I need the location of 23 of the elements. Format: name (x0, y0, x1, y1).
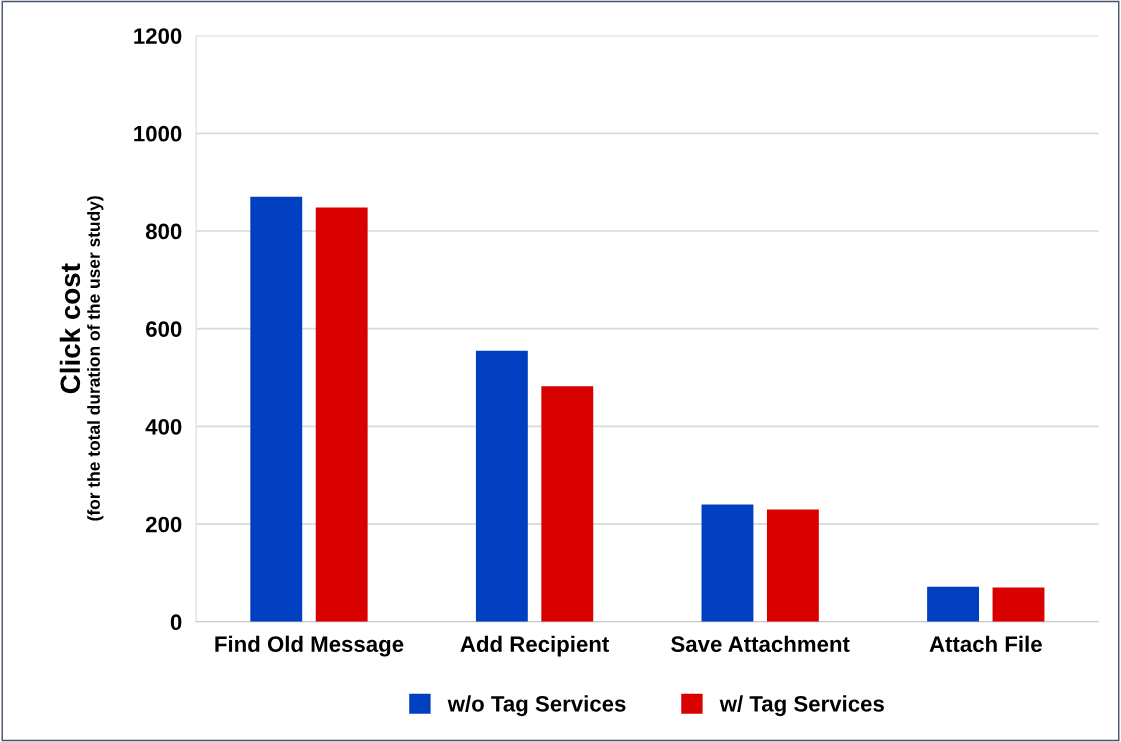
y-tick-label: 1000 (134, 125, 182, 142)
bar (475, 350, 528, 622)
x-tick-label: Save Attachment (671, 635, 850, 653)
legend-label: w/o Tag Services (447, 695, 626, 717)
y-tick-label: 400 (145, 418, 182, 435)
bar (541, 386, 594, 622)
legend-label: w/ Tag Services (719, 695, 884, 717)
bar (250, 196, 303, 622)
y-axis-title: Click cost (59, 263, 81, 394)
x-tick-label: Attach File (929, 635, 1042, 653)
y-tick-label: 0 (170, 614, 182, 631)
y-tick-label: 600 (146, 321, 182, 337)
bar (992, 587, 1045, 622)
bar (766, 509, 819, 622)
text: (for the total duration of the user study) (87, 196, 104, 521)
x-tick-label: Find Old Message (215, 635, 404, 657)
bar (927, 586, 980, 622)
y-tick-label: 200 (145, 516, 182, 533)
y-tick-label: 1200 (134, 28, 182, 44)
y-tick-label: 800 (145, 223, 182, 240)
bar (315, 207, 368, 622)
x-tick-label: Add Recipient (460, 635, 610, 657)
bar (701, 504, 754, 622)
